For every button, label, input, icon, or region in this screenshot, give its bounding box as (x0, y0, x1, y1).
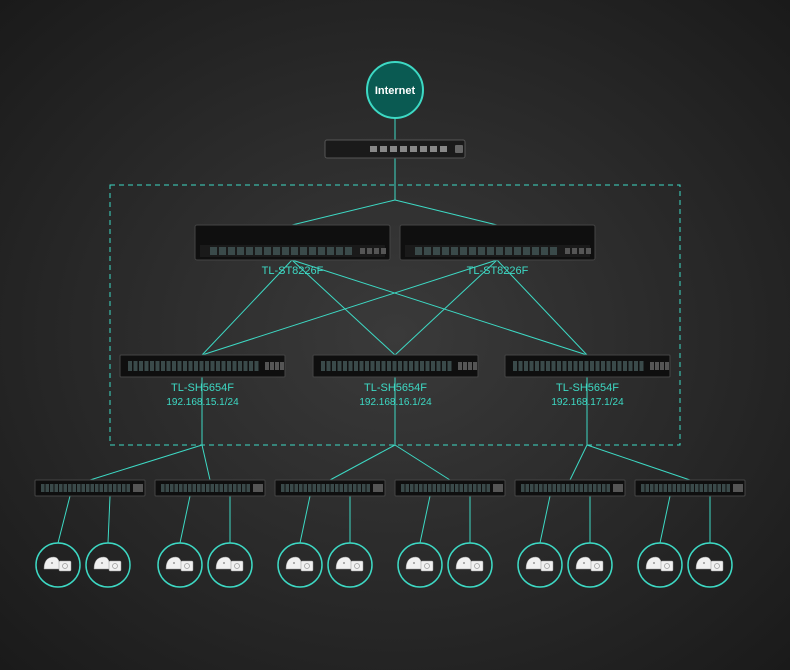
svg-text:TL-SH5654F: TL-SH5654F (171, 382, 234, 394)
svg-text:192.168.16.1/24: 192.168.16.1/24 (359, 397, 432, 408)
svg-text:192.168.15.1/24: 192.168.15.1/24 (166, 397, 239, 408)
network-diagram: Internet TL-ST8226F TL-ST8226F TL-SH5654F 19… (0, 0, 790, 670)
svg-text:192.168.17.1/24: 192.168.17.1/24 (551, 397, 624, 408)
svg-text:TL-SH5654F: TL-SH5654F (556, 382, 619, 394)
svg-text:TL-SH5654F: TL-SH5654F (364, 382, 427, 394)
svg-text:TL-ST8226F: TL-ST8226F (262, 265, 324, 277)
svg-text:Internet: Internet (375, 85, 416, 97)
svg-text:TL-ST8226F: TL-ST8226F (467, 265, 529, 277)
